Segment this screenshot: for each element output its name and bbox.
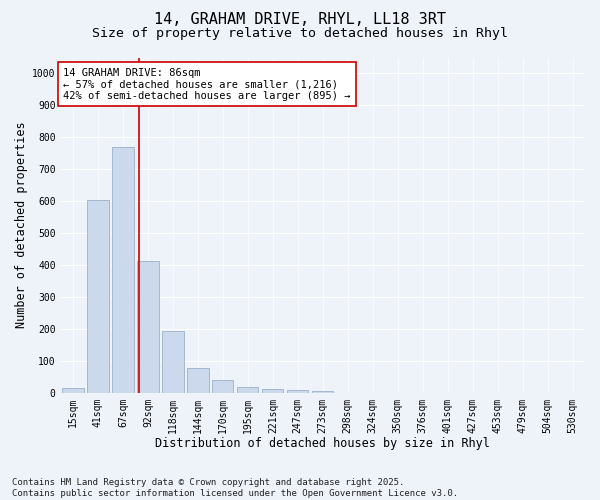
Bar bbox=[312, 391, 334, 392]
Text: Size of property relative to detached houses in Rhyl: Size of property relative to detached ho… bbox=[92, 28, 508, 40]
Bar bbox=[112, 147, 134, 392]
Bar bbox=[187, 368, 209, 392]
Y-axis label: Number of detached properties: Number of detached properties bbox=[15, 122, 28, 328]
Bar bbox=[137, 261, 158, 392]
Bar bbox=[62, 388, 83, 392]
Bar bbox=[287, 390, 308, 392]
Text: 14 GRAHAM DRIVE: 86sqm
← 57% of detached houses are smaller (1,216)
42% of semi-: 14 GRAHAM DRIVE: 86sqm ← 57% of detached… bbox=[63, 68, 350, 101]
Text: 14, GRAHAM DRIVE, RHYL, LL18 3RT: 14, GRAHAM DRIVE, RHYL, LL18 3RT bbox=[154, 12, 446, 28]
X-axis label: Distribution of detached houses by size in Rhyl: Distribution of detached houses by size … bbox=[155, 437, 490, 450]
Bar bbox=[212, 380, 233, 392]
Bar bbox=[262, 388, 283, 392]
Bar bbox=[88, 200, 109, 392]
Bar bbox=[237, 387, 259, 392]
Text: Contains HM Land Registry data © Crown copyright and database right 2025.
Contai: Contains HM Land Registry data © Crown c… bbox=[12, 478, 458, 498]
Bar bbox=[163, 331, 184, 392]
